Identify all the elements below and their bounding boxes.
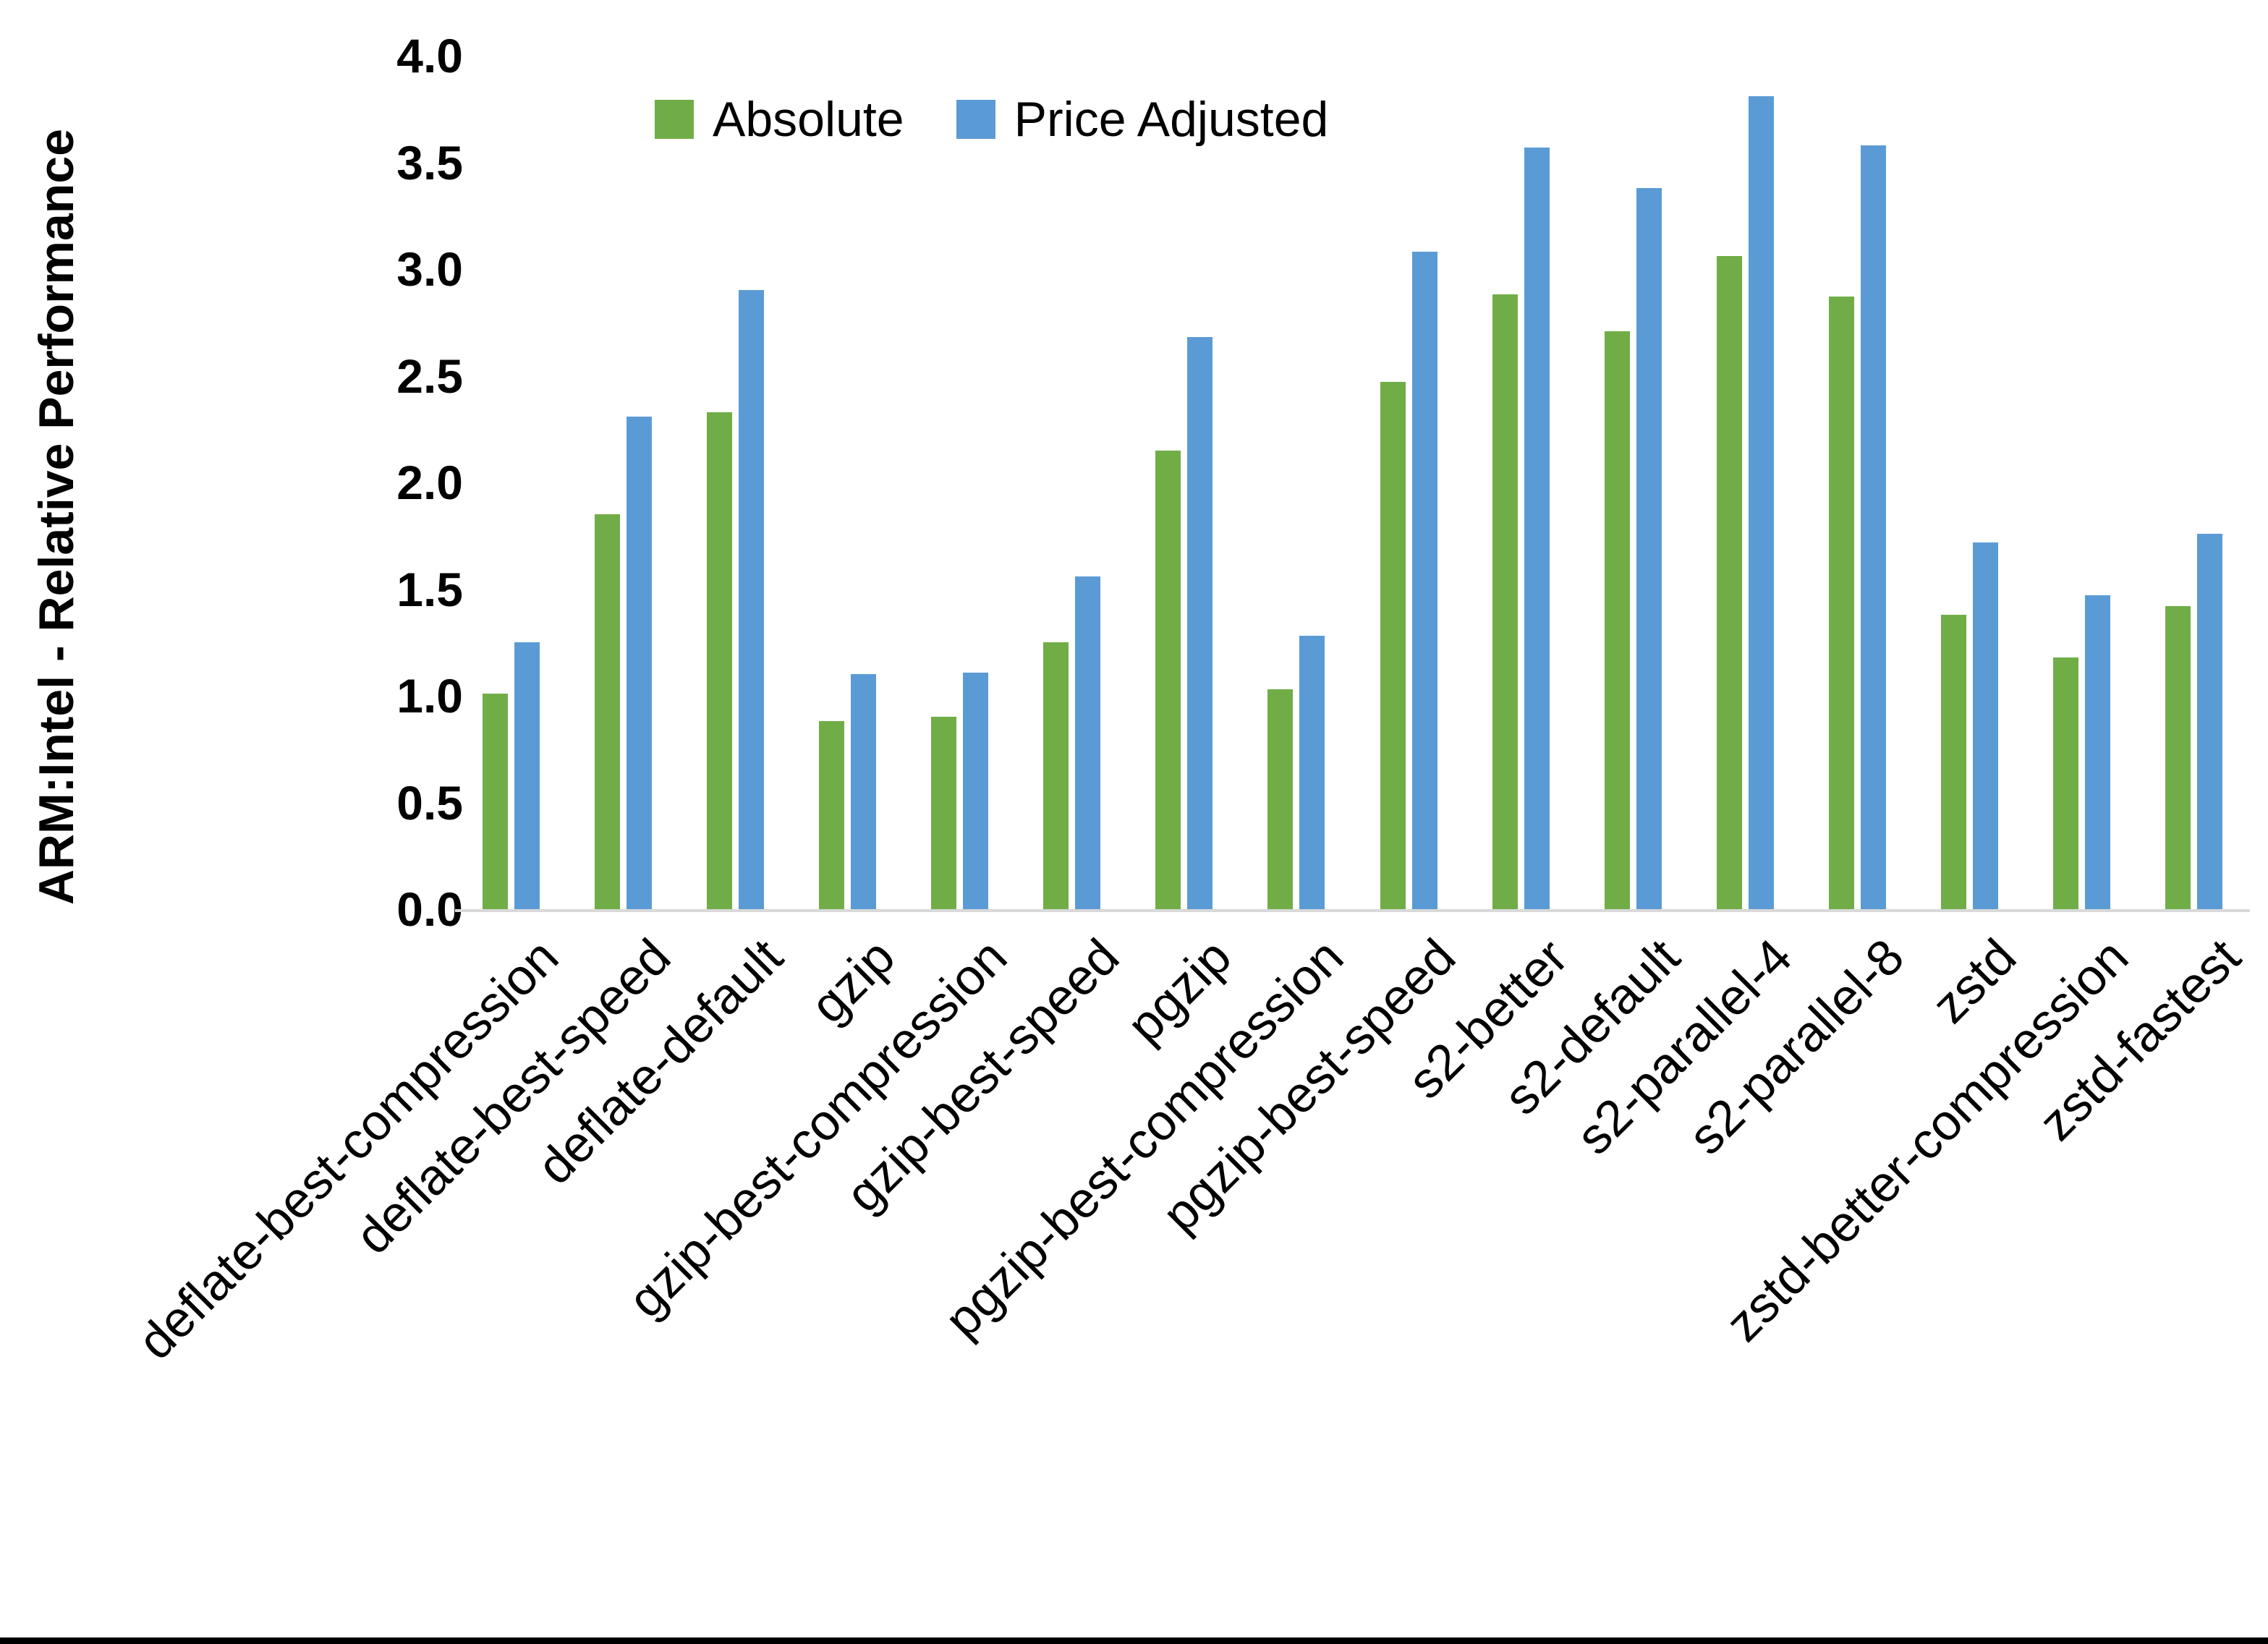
bar-price-adjusted-zstd-better-compression — [2084, 595, 2110, 909]
bar-absolute-zstd — [1940, 615, 1966, 909]
bar-price-adjusted-pgzip-best-speed — [1411, 252, 1437, 909]
y-tick-label-4.0: 4.0 — [396, 29, 463, 82]
bar-absolute-s2-better — [1492, 294, 1518, 909]
bar-absolute-deflate-default — [707, 412, 733, 909]
bar-absolute-pgzip — [1155, 451, 1181, 909]
bar-absolute-gzip — [819, 721, 845, 909]
legend-item-absolute: Absolute — [655, 91, 904, 148]
bar-group-zstd — [1914, 56, 2026, 909]
bar-group-deflate-default — [679, 56, 791, 909]
y-tick-label-1.0: 1.0 — [396, 669, 463, 723]
bar-price-adjusted-deflate-best-compression — [514, 642, 540, 909]
y-axis-title: ARM:Intel - Relative Performance — [29, 129, 84, 906]
bar-absolute-s2-parallel-8 — [1828, 297, 1854, 909]
bar-group-gzip-best-speed — [1016, 56, 1128, 909]
bar-price-adjusted-pgzip-best-compression — [1299, 636, 1325, 909]
bar-group-s2-parallel-4 — [1689, 56, 1801, 909]
y-tick-label-2.5: 2.5 — [396, 349, 463, 403]
bar-absolute-deflate-best-speed — [595, 514, 621, 909]
legend-label-absolute: Absolute — [713, 92, 904, 147]
bar-absolute-zstd-fastest — [2165, 606, 2191, 909]
bar-group-pgzip — [1128, 56, 1240, 909]
bar-absolute-zstd-better-compression — [2052, 657, 2078, 909]
bar-absolute-gzip-best-compression — [931, 717, 957, 909]
bar-group-deflate-best-compression — [455, 56, 567, 909]
legend-label-price-adjusted: Price Adjusted — [1014, 92, 1329, 147]
y-axis-title-area: ARM:Intel - Relative Performance — [20, 61, 93, 973]
legend-item-price-adjusted: Price Adjusted — [956, 91, 1329, 148]
legend: Absolute Price Adjusted — [655, 91, 1328, 148]
bar-group-deflate-best-speed — [567, 56, 679, 909]
bar-group-s2-default — [1577, 56, 1689, 909]
bar-group-gzip-best-compression — [904, 56, 1016, 909]
bar-price-adjusted-s2-default — [1636, 188, 1662, 909]
bar-price-adjusted-s2-better — [1524, 148, 1550, 909]
bar-group-pgzip-best-speed — [1353, 56, 1465, 909]
bar-price-adjusted-deflate-default — [739, 290, 765, 909]
bar-price-adjusted-pgzip — [1187, 337, 1213, 909]
y-tick-label-1.5: 1.5 — [396, 562, 463, 616]
legend-swatch-price-adjusted — [956, 100, 995, 139]
bar-absolute-s2-default — [1604, 331, 1630, 909]
bar-price-adjusted-gzip-best-compression — [963, 673, 989, 909]
bar-absolute-pgzip-best-compression — [1267, 689, 1294, 909]
bar-absolute-deflate-best-compression — [483, 694, 509, 909]
bar-price-adjusted-s2-parallel-8 — [1860, 145, 1886, 909]
y-tick-label-0.5: 0.5 — [396, 775, 463, 830]
x-axis-line — [455, 909, 2250, 912]
bar-group-zstd-fastest — [2138, 56, 2250, 909]
plot-area — [455, 56, 2250, 909]
bar-absolute-pgzip-best-speed — [1380, 382, 1406, 909]
bar-price-adjusted-gzip — [851, 674, 877, 909]
y-tick-label-3.5: 3.5 — [396, 135, 463, 189]
bar-price-adjusted-gzip-best-speed — [1075, 576, 1101, 909]
bar-group-s2-better — [1465, 56, 1577, 909]
bar-absolute-s2-parallel-4 — [1716, 256, 1742, 909]
bottom-border-bar — [0, 1637, 2268, 1644]
bar-group-gzip — [791, 56, 904, 909]
y-tick-label-0.0: 0.0 — [396, 882, 463, 936]
y-tick-label-3.0: 3.0 — [396, 242, 463, 296]
y-tick-label-2.0: 2.0 — [396, 456, 463, 509]
bar-price-adjusted-zstd — [1972, 542, 1998, 909]
bar-price-adjusted-deflate-best-speed — [627, 417, 653, 909]
bar-group-s2-parallel-8 — [1801, 56, 1914, 909]
bar-price-adjusted-zstd-fastest — [2196, 534, 2222, 909]
bar-price-adjusted-s2-parallel-4 — [1748, 96, 1774, 909]
bar-group-zstd-better-compression — [2026, 56, 2138, 909]
bar-absolute-gzip-best-speed — [1043, 642, 1069, 909]
bar-group-pgzip-best-compression — [1240, 56, 1352, 909]
legend-swatch-absolute — [655, 100, 694, 139]
